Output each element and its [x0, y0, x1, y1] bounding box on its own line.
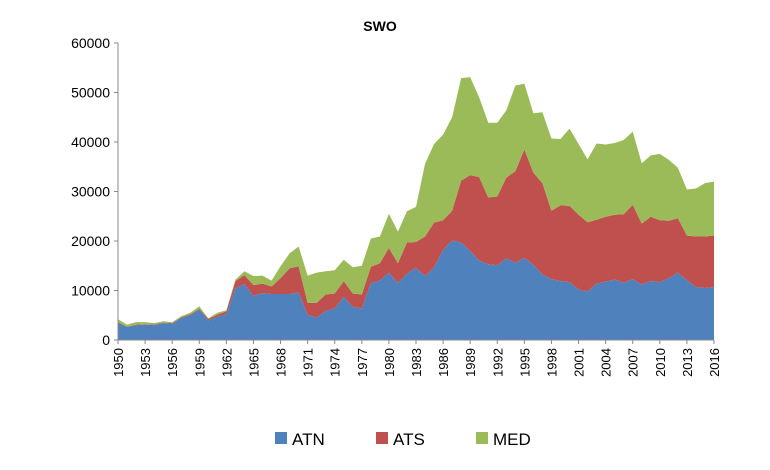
x-tick-label: 1962	[219, 348, 234, 377]
x-tick-label: 1974	[328, 348, 343, 377]
x-tick-label: 1968	[274, 348, 289, 377]
x-tick-label: 1965	[246, 348, 261, 377]
legend-label-atn: ATN	[292, 430, 325, 449]
y-tick-label: 10000	[71, 283, 110, 299]
area-series-atn	[118, 240, 714, 340]
area-series-group	[118, 77, 714, 340]
x-tick-label: 2001	[572, 348, 587, 377]
area-series-med	[118, 77, 714, 327]
y-tick-label: 20000	[71, 233, 110, 249]
x-tick-label: 1956	[165, 348, 180, 377]
x-tick-label: 2016	[707, 348, 722, 377]
x-tick-label: 1959	[192, 348, 207, 377]
y-tick-label: 0	[102, 332, 110, 348]
x-tick-label: 2007	[626, 348, 641, 377]
x-tick-label: 1977	[355, 348, 370, 377]
x-tick-label: 1971	[301, 348, 316, 377]
chart-title: SWO	[363, 18, 397, 34]
x-tick-label: 1950	[111, 348, 126, 377]
x-tick-label: 1998	[544, 348, 559, 377]
area-series-ats	[118, 149, 714, 328]
x-tick-label: 1953	[138, 348, 153, 377]
y-tick-label: 30000	[71, 184, 110, 200]
x-tick-label: 1980	[382, 348, 397, 377]
legend-label-ats: ATS	[393, 430, 425, 449]
x-tick-label: 1995	[517, 348, 532, 377]
x-tick-label: 1983	[409, 348, 424, 377]
legend-label-med: MED	[493, 430, 531, 449]
y-tick-label: 50000	[71, 85, 110, 101]
axes-group: 0 10000 20000 30000 40000 50000 60000 1950 1953 1…	[71, 35, 722, 377]
x-tick-label: 2010	[653, 348, 668, 377]
legend-swatch-ats	[376, 432, 388, 444]
x-tick-label: 1986	[436, 348, 451, 377]
y-tick-label: 60000	[71, 35, 110, 51]
x-tick-label: 1989	[463, 348, 478, 377]
legend: ATN ATS MED	[275, 430, 531, 449]
y-tick-label: 40000	[71, 134, 110, 150]
x-tick-label: 2004	[599, 348, 614, 377]
x-tick-label: 2013	[680, 348, 695, 377]
x-tick-label: 1992	[490, 348, 505, 377]
legend-swatch-med	[476, 432, 488, 444]
legend-swatch-atn	[275, 432, 287, 444]
